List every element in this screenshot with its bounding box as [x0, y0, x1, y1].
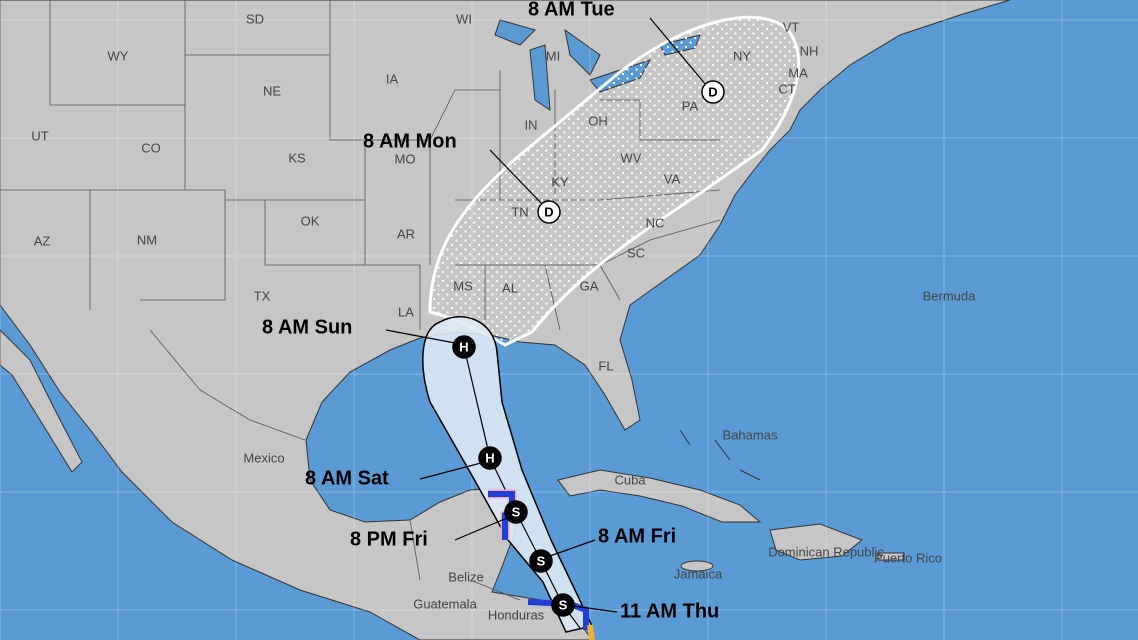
symbol-letter: H [485, 451, 494, 466]
place-label: AZ [34, 233, 51, 248]
jamaica [680, 560, 714, 572]
place-label: MI [546, 48, 560, 63]
place-label: GA [580, 278, 599, 293]
place-label: NY [733, 48, 751, 63]
forecast-time: 11 AM Thu [620, 600, 719, 622]
place-label: CO [141, 140, 161, 155]
symbol-letter: D [544, 205, 553, 220]
symbol-letter: S [512, 505, 521, 520]
forecast-time: 8 AM Tue [528, 0, 615, 20]
symbol-letter: D [708, 85, 717, 100]
place-label: MO [395, 151, 416, 166]
place-label: IN [525, 117, 538, 132]
place-label: KY [551, 174, 569, 189]
place-label: LA [398, 304, 414, 319]
place-label: UT [31, 128, 48, 143]
baja [0, 329, 83, 473]
puerto-rico [877, 552, 905, 561]
forecast-points: D 8 AM Tue D 8 AM Mon H 8 AM Sun H 8 AM Sat S 8 P… [262, 0, 725, 622]
place-label: OK [301, 213, 320, 228]
leader-line [454, 517, 508, 541]
place-label: Puerto Rico [874, 550, 942, 565]
place-label: Jamaica [674, 566, 723, 581]
place-label: AR [397, 226, 415, 241]
storm-symbol [537, 200, 561, 224]
place-label: WV [621, 150, 642, 165]
leader-line [549, 539, 596, 557]
place-label: CT [778, 81, 795, 96]
forecast-time: 8 AM Mon [363, 130, 457, 152]
storm-symbol [701, 80, 725, 104]
place-label: FL [598, 358, 613, 373]
place-label: Cuba [614, 472, 646, 487]
storm-symbol [504, 500, 528, 524]
symbol-letter: H [459, 340, 468, 355]
place-label: SD [246, 11, 264, 26]
place-label: VA [664, 171, 681, 186]
forecast-time: 8 PM Fri [350, 528, 428, 550]
place-label: MS [453, 278, 473, 293]
storm-symbol [452, 335, 476, 359]
place-label: NM [137, 232, 157, 247]
place-label: AL [502, 280, 518, 295]
place-label: KS [288, 150, 306, 165]
place-label: NE [263, 83, 281, 98]
cuba [557, 469, 762, 523]
forecast-time: 8 AM Sun [262, 316, 352, 338]
place-label: Mexico [243, 450, 284, 465]
place-label: Guatemala [413, 596, 477, 611]
place-label: SC [627, 245, 645, 260]
place-label: Belize [448, 569, 483, 584]
leader-line [489, 149, 544, 206]
forecast-time: 8 AM Fri [598, 525, 676, 547]
place-label: Bahamas [723, 427, 778, 442]
place-label: TN [511, 204, 528, 219]
symbol-letter: S [537, 554, 546, 569]
place-label: NH [800, 43, 819, 58]
leader-line [419, 462, 482, 480]
place-label: PA [682, 98, 699, 113]
symbol-letter: S [559, 598, 568, 613]
forecast-time: 8 AM Sat [305, 467, 389, 489]
leader-line [649, 17, 707, 86]
leader-line [572, 605, 618, 613]
place-label: NC [646, 215, 665, 230]
place-label: Dominican Republic [768, 544, 884, 559]
storm-symbol [529, 549, 553, 573]
storm-symbol [478, 446, 502, 470]
place-label: MA [788, 65, 808, 80]
place-label: IA [386, 71, 399, 86]
place-label: VT [783, 19, 800, 34]
place-label: Honduras [488, 607, 545, 622]
place-label: OH [588, 113, 608, 128]
leader-line [385, 329, 456, 344]
place-label: TX [254, 288, 271, 303]
place-label: Bermuda [923, 288, 977, 303]
storm-symbol [551, 593, 575, 617]
place-label: WI [456, 11, 472, 26]
florida-keys [679, 429, 761, 481]
place-label: WY [108, 48, 129, 63]
hispaniola [769, 523, 863, 561]
